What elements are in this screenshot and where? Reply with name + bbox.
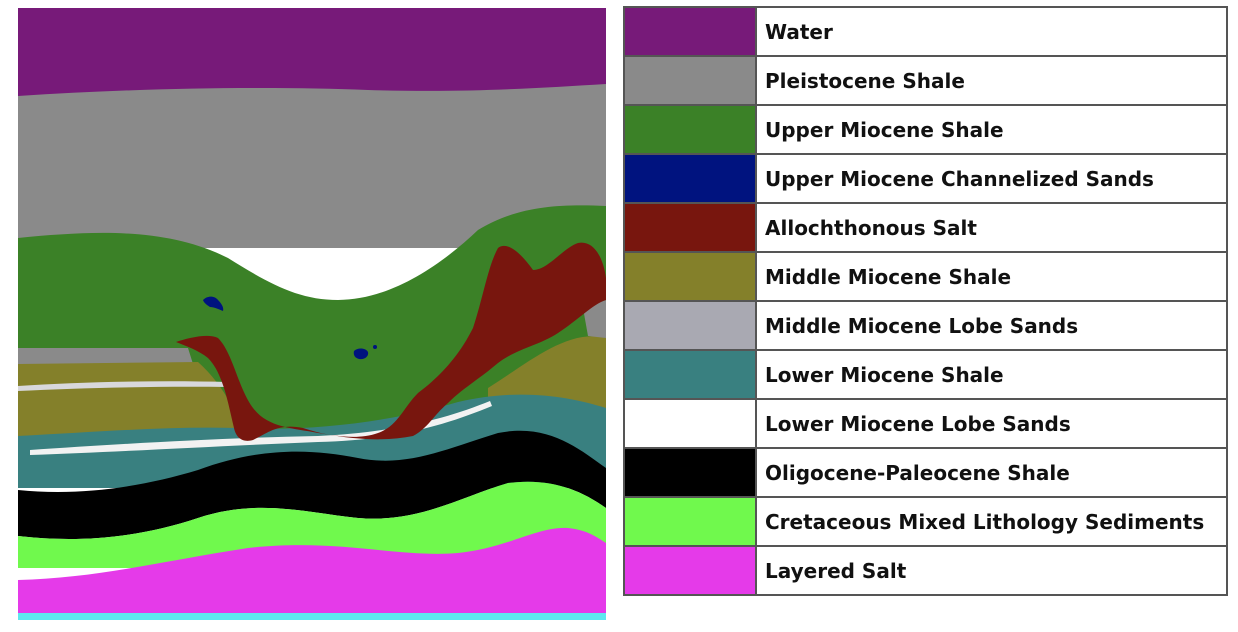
legend-row: Pleistocene Shale xyxy=(623,55,1228,106)
layer-layered-salt xyxy=(18,527,606,613)
legend-table: Water Pleistocene Shale Upper Miocene Sh… xyxy=(623,6,1228,596)
legend-label: Oligocene-Paleocene Shale xyxy=(755,447,1228,498)
legend-label: Lower Miocene Shale xyxy=(755,349,1228,400)
layer-allochthonous-salt xyxy=(176,242,606,441)
legend-label: Middle Miocene Lobe Sands xyxy=(755,300,1228,351)
legend-row: Water xyxy=(623,6,1228,57)
legend-label: Middle Miocene Shale xyxy=(755,251,1228,302)
legend-swatch xyxy=(623,251,757,302)
legend-swatch xyxy=(623,349,757,400)
legend-label: Layered Salt xyxy=(755,545,1228,596)
legend-swatch xyxy=(623,300,757,351)
legend-row: Lower Miocene Lobe Sands xyxy=(623,398,1228,449)
legend-swatch xyxy=(623,153,757,204)
channel-sand-left xyxy=(203,296,224,311)
legend-row: Middle Miocene Lobe Sands xyxy=(623,300,1228,351)
legend-row: Upper Miocene Shale xyxy=(623,104,1228,155)
legend-swatch xyxy=(623,496,757,547)
legend-row: Cretaceous Mixed Lithology Sediments xyxy=(623,496,1228,547)
legend-label: Pleistocene Shale xyxy=(755,55,1228,106)
legend-swatch xyxy=(623,545,757,596)
layer-cretaceous-sediments xyxy=(18,481,606,568)
legend-label: Allochthonous Salt xyxy=(755,202,1228,253)
layer-middle-miocene-lobe-sands xyxy=(18,381,228,391)
legend-swatch xyxy=(623,6,757,57)
legend-swatch xyxy=(623,398,757,449)
legend-label: Upper Miocene Shale xyxy=(755,104,1228,155)
legend-row: Layered Salt xyxy=(623,545,1228,596)
geologic-cross-section xyxy=(18,8,606,620)
legend-row: Middle Miocene Shale xyxy=(623,251,1228,302)
legend-swatch xyxy=(623,104,757,155)
legend-swatch xyxy=(623,202,757,253)
legend-swatch xyxy=(623,447,757,498)
legend-row: Lower Miocene Shale xyxy=(623,349,1228,400)
channel-sand-middle xyxy=(353,348,369,360)
layer-middle-miocene-shale-left xyxy=(18,362,243,436)
legend-label: Lower Miocene Lobe Sands xyxy=(755,398,1228,449)
legend-row: Upper Miocene Channelized Sands xyxy=(623,153,1228,204)
layer-pleistocene-shale-lower xyxy=(18,348,193,366)
layer-pleistocene-shale xyxy=(18,84,606,248)
legend-row: Allochthonous Salt xyxy=(623,202,1228,253)
legend-row: Oligocene-Paleocene Shale xyxy=(623,447,1228,498)
legend-swatch xyxy=(623,55,757,106)
layer-oligocene-paleocene-shale xyxy=(18,430,606,539)
channel-sand-dot xyxy=(373,345,377,349)
legend-label: Upper Miocene Channelized Sands xyxy=(755,153,1228,204)
base-strip xyxy=(18,613,606,620)
legend-label: Cretaceous Mixed Lithology Sediments xyxy=(755,496,1228,547)
legend-label: Water xyxy=(755,6,1228,57)
